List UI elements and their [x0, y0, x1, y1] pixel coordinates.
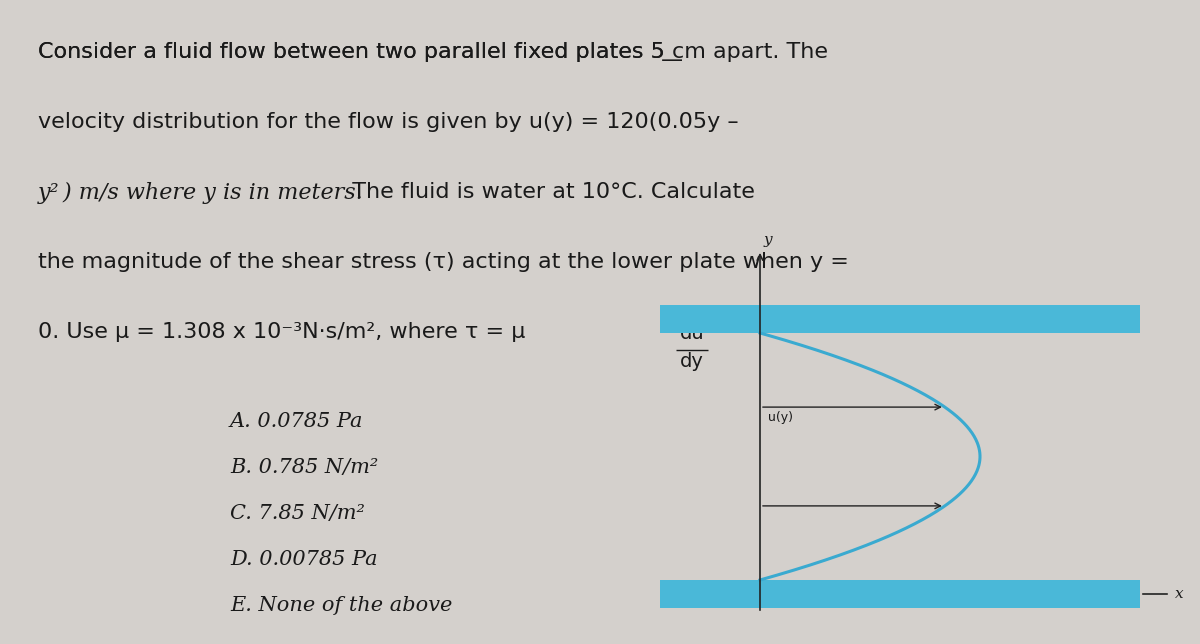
Text: B. 0.785 N/m²: B. 0.785 N/m²: [230, 458, 378, 477]
FancyBboxPatch shape: [660, 305, 1140, 333]
Text: E. None of the above: E. None of the above: [230, 596, 452, 615]
FancyBboxPatch shape: [660, 580, 1140, 608]
Text: velocity distribution for the flow is given by u(y) = 120(0.05y –: velocity distribution for the flow is gi…: [38, 112, 739, 132]
Text: The fluid is water at 10°C. Calculate: The fluid is water at 10°C. Calculate: [338, 182, 755, 202]
Text: y² ) m/s where y is in meters.: y² ) m/s where y is in meters.: [38, 182, 364, 204]
Text: y: y: [764, 233, 773, 247]
Text: Consider a fluid flow between two parallel fixed plates 5: Consider a fluid flow between two parall…: [38, 42, 672, 62]
Text: C. 7.85 N/m²: C. 7.85 N/m²: [230, 504, 365, 523]
Text: A. 0.0785 Pa: A. 0.0785 Pa: [230, 412, 364, 431]
Text: x: x: [1175, 587, 1183, 601]
Text: Consider a fluid flow between two parallel fixed plates 5 ͟cm apart. The: Consider a fluid flow between two parall…: [38, 42, 828, 62]
Text: 0. Use μ = 1.308 x 10⁻³N·s/m², where τ = μ: 0. Use μ = 1.308 x 10⁻³N·s/m², where τ =…: [38, 322, 526, 342]
Text: u(y): u(y): [768, 411, 793, 424]
Text: du: du: [680, 324, 704, 343]
Text: D. 0.00785 Pa: D. 0.00785 Pa: [230, 550, 378, 569]
Text: dy: dy: [680, 352, 704, 371]
Text: the magnitude of the shear stress (τ) acting at the lower plate when y =: the magnitude of the shear stress (τ) ac…: [38, 252, 848, 272]
